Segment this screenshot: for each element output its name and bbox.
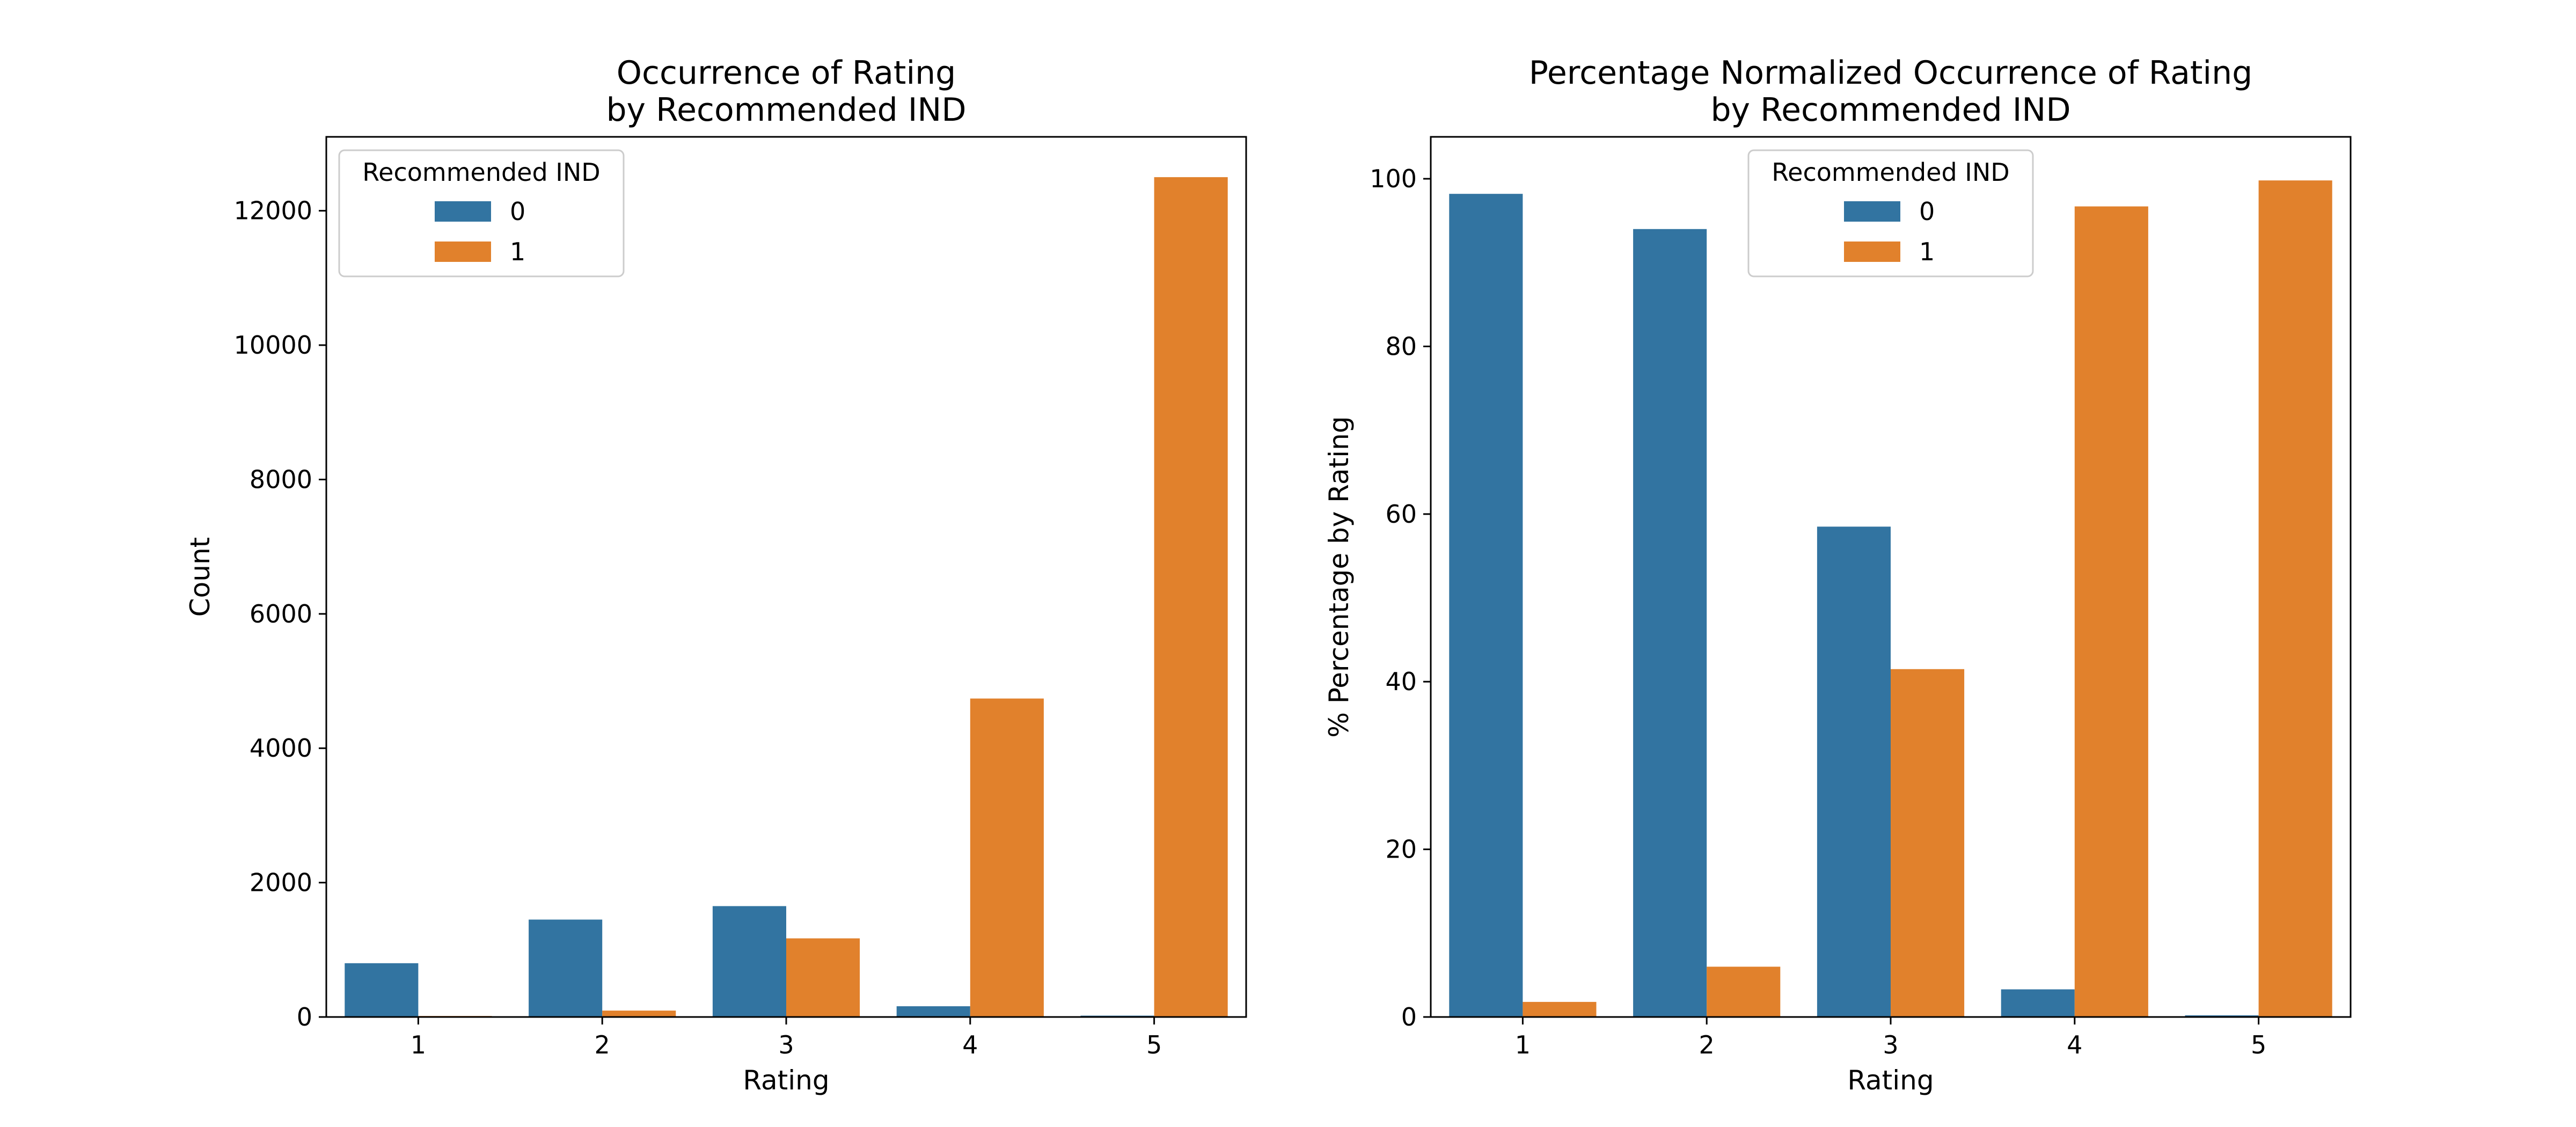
bar-series-1-rating-3	[786, 938, 860, 1017]
bar-series-0-rating-5	[2185, 1015, 2259, 1017]
bar-series-1-rating-2	[1707, 967, 1781, 1017]
x-tick-label: 4	[2067, 1030, 2082, 1059]
y-tick-label: 0	[1401, 1002, 1417, 1031]
x-tick-label: 5	[1146, 1030, 1162, 1059]
bar-series-1-rating-4	[970, 698, 1044, 1017]
x-tick-label: 1	[411, 1030, 426, 1059]
y-tick-label: 60	[1385, 500, 1417, 529]
chart-title-line-1: Percentage Normalized Occurrence of Rati…	[1529, 54, 2252, 92]
legend: Recommended IND 0 1	[1747, 149, 2034, 277]
y-tick-label: 6000	[250, 599, 312, 628]
bar-series-0-rating-1	[1449, 194, 1523, 1018]
bar-series-1-rating-3	[1891, 669, 1965, 1017]
y-tick-label: 0	[297, 1002, 312, 1031]
bar-series-1-rating-1	[1523, 1001, 1597, 1017]
bar-series-0-rating-4	[896, 1006, 970, 1017]
y-ticks: 0 20 40 60 80 100	[1370, 164, 1431, 1031]
bar-series-0-rating-3	[1817, 526, 1891, 1017]
bar-series-0-rating-1	[345, 963, 419, 1017]
legend-label-0: 0	[1919, 197, 1935, 226]
bar-series-0-rating-2	[529, 919, 603, 1017]
legend-label-1: 1	[510, 237, 525, 266]
x-ticks: 1 2 3 4 5	[411, 1017, 1162, 1059]
x-ticks: 1 2 3 4 5	[1515, 1017, 2266, 1059]
bar-series-1-rating-5	[1154, 177, 1228, 1018]
x-tick-label: 2	[1699, 1030, 1715, 1059]
x-tick-label: 5	[2251, 1030, 2266, 1059]
x-axis-label: Rating	[743, 1065, 829, 1096]
legend-label-1: 1	[1919, 237, 1935, 266]
y-tick-label: 4000	[250, 734, 312, 763]
bar-series-0-rating-2	[1633, 229, 1707, 1017]
y-tick-label: 80	[1385, 332, 1417, 361]
y-axis-label: Count	[185, 537, 216, 617]
bar-series-1-rating-4	[2074, 206, 2148, 1018]
y-axis-label: % Percentage by Rating	[1323, 416, 1355, 738]
chart-title-line-2: by Recommended IND	[606, 91, 966, 129]
legend: Recommended IND 0 1	[338, 149, 625, 277]
bars-group	[1449, 180, 2332, 1018]
bars-group	[345, 177, 1228, 1018]
percentage-chart: Percentage Normalized Occurrence of Rati…	[1323, 54, 2352, 1096]
x-tick-label: 1	[1515, 1030, 1531, 1059]
chart-title-line-2: by Recommended IND	[1710, 91, 2070, 129]
y-tick-label: 8000	[250, 465, 312, 494]
x-tick-label: 4	[962, 1030, 978, 1059]
count-chart: Occurrence of Rating by Recommended IND …	[185, 54, 1247, 1096]
y-tick-label: 2000	[250, 868, 312, 897]
bar-series-0-rating-3	[712, 906, 786, 1017]
x-tick-label: 3	[778, 1030, 794, 1059]
x-tick-label: 2	[595, 1030, 610, 1059]
y-ticks: 0 2000 4000 6000 8000 10000 12000	[234, 196, 326, 1031]
y-tick-label: 20	[1385, 835, 1417, 864]
legend-label-0: 0	[510, 197, 525, 226]
bar-series-0-rating-4	[2001, 989, 2075, 1017]
y-tick-label: 100	[1370, 164, 1417, 193]
legend-title: Recommended IND	[1772, 158, 2009, 187]
x-tick-label: 3	[1883, 1030, 1898, 1059]
x-axis-label: Rating	[1847, 1065, 1934, 1096]
y-tick-label: 40	[1385, 667, 1417, 696]
legend-swatch-1	[1844, 241, 1900, 262]
y-tick-label: 12000	[234, 196, 312, 225]
legend-swatch-0	[435, 201, 491, 222]
bar-series-1-rating-2	[602, 1011, 676, 1017]
chart-title-line-1: Occurrence of Rating	[617, 54, 956, 92]
legend-swatch-1	[435, 241, 491, 262]
bar-series-1-rating-5	[2258, 180, 2332, 1018]
legend-title: Recommended IND	[362, 158, 600, 187]
legend-swatch-0	[1844, 201, 1900, 222]
y-tick-label: 10000	[234, 331, 312, 360]
